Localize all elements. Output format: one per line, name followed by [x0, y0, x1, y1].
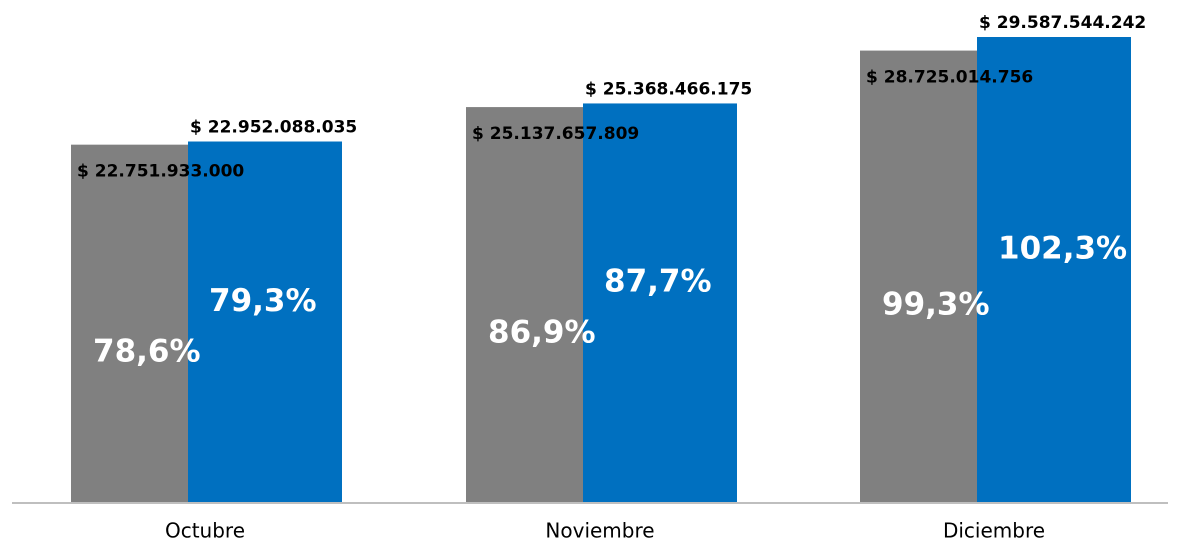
value-label: $ 22.751.933.000	[77, 162, 244, 182]
percent-label: 102,3%	[998, 231, 1127, 267]
percent-label: 79,3%	[209, 283, 317, 319]
bar	[977, 37, 1131, 503]
x-tick-label: Diciembre	[943, 519, 1045, 543]
value-label: $ 29.587.544.242	[979, 13, 1146, 33]
percent-label: 86,9%	[488, 315, 596, 351]
value-label: $ 25.137.657.809	[472, 124, 639, 144]
bar	[583, 103, 737, 503]
value-label: $ 28.725.014.756	[866, 68, 1033, 88]
x-tick-label: Noviembre	[545, 519, 654, 543]
percent-label: 87,7%	[604, 264, 712, 300]
bar	[188, 141, 342, 504]
percent-label: 99,3%	[882, 286, 990, 322]
value-label: $ 25.368.466.175	[585, 79, 752, 99]
value-label: $ 22.952.088.035	[190, 118, 357, 138]
percent-label: 78,6%	[93, 333, 201, 369]
x-tick-label: Octubre	[165, 519, 245, 543]
